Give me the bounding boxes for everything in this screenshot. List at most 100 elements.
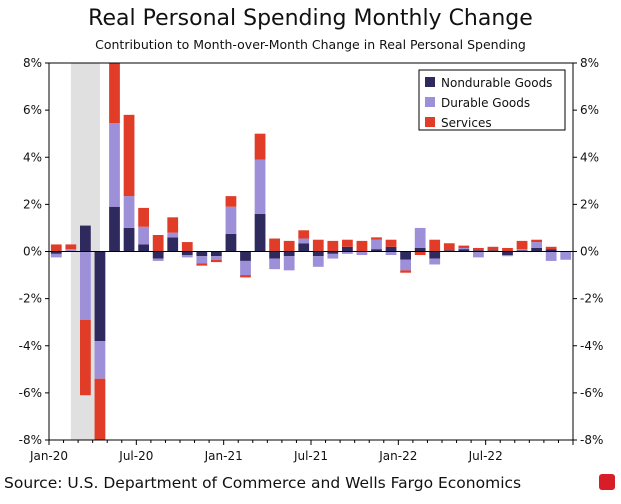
bar-nondurable-goods-26 — [429, 251, 441, 259]
bar-durable-goods-7 — [152, 258, 164, 261]
bar-nondurable-goods-29 — [473, 250, 484, 252]
legend-box — [418, 69, 566, 131]
y-tick-label-left: -6% — [19, 386, 42, 400]
chart-subtitle: Contribution to Month-over-Month Change … — [95, 37, 526, 52]
bar-services-19 — [327, 240, 339, 252]
bar-durable-goods-29 — [473, 251, 484, 258]
bar-services-11 — [211, 259, 222, 263]
bar-durable-goods-8 — [167, 232, 179, 238]
y-tick-label-right: -2% — [580, 292, 603, 306]
legend-swatch — [425, 97, 435, 107]
bar-services-14 — [254, 133, 266, 160]
y-tick-label-right: 8% — [580, 56, 599, 70]
bar-nondurable-goods-15 — [269, 251, 280, 259]
bar-services-28 — [458, 245, 470, 248]
bar-services-2 — [80, 319, 91, 396]
bar-durable-goods-23 — [385, 251, 397, 256]
x-tick-label: Jul-21 — [293, 449, 328, 463]
y-tick-label-right: 6% — [580, 103, 599, 117]
bar-durable-goods-12 — [225, 206, 237, 234]
bar-durable-goods-26 — [429, 258, 441, 265]
bar-durable-goods-14 — [254, 159, 266, 214]
bar-durable-goods-17 — [298, 238, 310, 244]
bar-services-21 — [356, 240, 368, 252]
bar-durable-goods-0 — [50, 253, 62, 258]
bar-nondurable-goods-11 — [211, 251, 222, 257]
bar-nondurable-goods-10 — [196, 251, 208, 257]
bar-durable-goods-16 — [283, 256, 295, 271]
bar-services-34 — [545, 246, 557, 250]
bar-durable-goods-31 — [502, 255, 513, 257]
bar-durable-goods-10 — [196, 256, 208, 264]
bar-services-30 — [487, 246, 499, 251]
bar-durable-goods-3 — [94, 341, 106, 379]
bar-nondurable-goods-25 — [414, 247, 426, 252]
x-tick-label: Jul-20 — [118, 449, 153, 463]
x-tick-label: Jan-21 — [204, 449, 243, 463]
bar-nondurable-goods-13 — [240, 251, 251, 261]
bar-services-24 — [400, 270, 411, 273]
bar-services-10 — [196, 263, 208, 266]
bar-durable-goods-19 — [327, 253, 339, 259]
x-tick-label: Jul-22 — [468, 449, 503, 463]
bar-services-17 — [298, 230, 310, 239]
y-tick-label-right: -8% — [580, 433, 603, 447]
bar-services-3 — [94, 378, 106, 440]
y-tick-label-left: 2% — [23, 197, 42, 211]
bar-durable-goods-18 — [312, 256, 324, 267]
bar-nondurable-goods-19 — [327, 251, 339, 254]
bar-durable-goods-13 — [240, 260, 251, 276]
bar-durable-goods-2 — [80, 251, 91, 320]
bar-nondurable-goods-30 — [487, 250, 499, 252]
bar-services-15 — [269, 238, 280, 252]
legend-swatch — [425, 117, 435, 127]
bar-durable-goods-4 — [109, 123, 120, 207]
y-tick-label-right: 0% — [580, 245, 599, 259]
axes-layer: -8% -8% -6% -6% -4% -4% -2% -2% 0% 0% 2% 2% 4% 4% 6% 6%… — [19, 56, 604, 463]
y-tick-label-right: -6% — [580, 386, 603, 400]
y-tick-label-left: 6% — [23, 103, 42, 117]
bar-nondurable-goods-33 — [531, 247, 542, 252]
bar-nondurable-goods-16 — [283, 251, 295, 257]
bar-durable-goods-32 — [516, 249, 528, 251]
bar-nondurable-goods-4 — [109, 206, 120, 252]
bar-services-20 — [342, 239, 353, 247]
bar-services-4 — [109, 63, 120, 124]
bar-nondurable-goods-2 — [80, 225, 91, 252]
bar-nondurable-goods-14 — [254, 213, 266, 252]
legend-label: Services — [441, 116, 492, 130]
bar-durable-goods-11 — [211, 256, 222, 260]
bar-nondurable-goods-34 — [545, 249, 557, 252]
bar-services-18 — [312, 239, 324, 252]
bar-services-13 — [240, 275, 251, 278]
bar-nondurable-goods-31 — [502, 251, 513, 256]
bar-services-8 — [167, 217, 179, 233]
bar-services-23 — [385, 239, 397, 247]
bar-durable-goods-25 — [414, 227, 426, 248]
bar-nondurable-goods-22 — [371, 249, 382, 252]
y-tick-label-left: -8% — [19, 433, 42, 447]
bar-services-27 — [443, 243, 455, 251]
bar-services-22 — [371, 237, 382, 240]
bar-durable-goods-21 — [356, 251, 368, 256]
bar-nondurable-goods-12 — [225, 233, 237, 252]
bar-services-25 — [414, 251, 426, 256]
bar-nondurable-goods-24 — [400, 251, 411, 260]
bar-durable-goods-5 — [123, 196, 135, 228]
bar-services-1 — [65, 244, 77, 250]
y-tick-label-left: -4% — [19, 339, 42, 353]
bar-services-7 — [152, 235, 164, 252]
bar-nondurable-goods-20 — [342, 246, 353, 252]
bar-durable-goods-28 — [458, 247, 470, 250]
bar-durable-goods-34 — [545, 251, 557, 261]
y-tick-label-left: 8% — [23, 56, 42, 70]
bar-nondurable-goods-23 — [385, 246, 397, 252]
x-tick-label: Jan-22 — [378, 449, 417, 463]
bar-services-31 — [502, 247, 513, 252]
bar-nondurable-goods-6 — [138, 244, 149, 252]
bar-nondurable-goods-27 — [443, 250, 455, 252]
bar-services-29 — [473, 247, 484, 251]
y-tick-label-right: 2% — [580, 197, 599, 211]
bar-nondurable-goods-5 — [123, 227, 135, 252]
wells-fargo-logo — [599, 474, 615, 490]
